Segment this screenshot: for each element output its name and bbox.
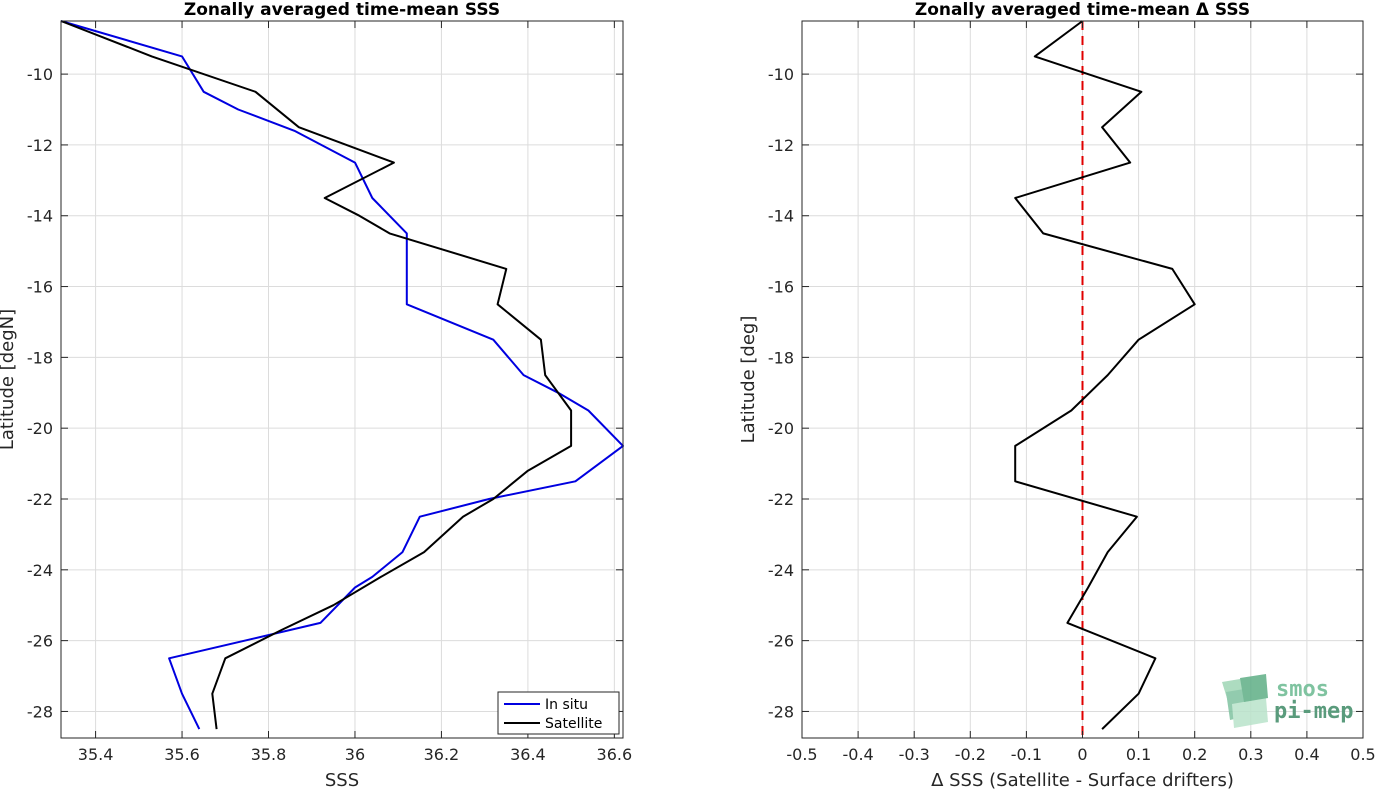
- x-tick-label: 36.4: [510, 745, 546, 764]
- y-tick-label: -14: [768, 207, 794, 226]
- series-line-delta-sss: [1014, 20, 1196, 730]
- x-tick-label: 35.4: [78, 745, 114, 764]
- x-tick-label: 0.3: [1238, 745, 1263, 764]
- logo-line2: pi-mep: [1274, 699, 1353, 724]
- y-axis-label: Latitude [deg]: [738, 316, 759, 444]
- x-tick-label: 35.6: [164, 745, 200, 764]
- series-line-satellite: [60, 20, 573, 730]
- x-tick-label: -0.5: [786, 745, 817, 764]
- y-tick-label: -12: [768, 136, 794, 155]
- y-tick-label: -10: [768, 65, 794, 84]
- x-tick-label: -0.3: [899, 745, 930, 764]
- y-tick-label: -22: [27, 490, 53, 509]
- y-tick-label: -18: [768, 348, 794, 367]
- x-tick-label: 36.2: [424, 745, 460, 764]
- x-tick-label: 0: [1077, 745, 1087, 764]
- y-tick-label: -24: [27, 561, 53, 580]
- chart-title: Zonally averaged time-mean Δ SSS: [915, 0, 1250, 20]
- y-tick-label: -26: [768, 632, 794, 651]
- x-axis-label: SSS: [325, 770, 359, 790]
- y-tick-label: -20: [27, 419, 53, 438]
- x-tick-label: -0.1: [1011, 745, 1042, 764]
- legend-box: [497, 691, 620, 735]
- x-tick-label: 0.1: [1126, 745, 1151, 764]
- x-tick-label: 35.8: [251, 745, 287, 764]
- x-tick-label: -0.2: [955, 745, 986, 764]
- axes-frame: [60, 20, 624, 739]
- y-tick-label: -26: [27, 632, 53, 651]
- y-tick-label: -10: [27, 65, 53, 84]
- plot-area: [61, 21, 623, 738]
- y-tick-label: -28: [768, 702, 794, 721]
- x-tick-label: -0.4: [842, 745, 873, 764]
- y-tick-label: -28: [27, 702, 53, 721]
- right-panel: -0.5 -0.4 -0.3 -0.2 -0.1 0 0.1 0.2 0.3 0.4 0.5 -10 -…: [738, 0, 1376, 790]
- y-tick-label: -22: [768, 490, 794, 509]
- x-tick-label: 36.6: [597, 745, 633, 764]
- smos-pi-mep-logo: smos pi-mep: [1222, 674, 1353, 728]
- logo-line1: smos: [1276, 677, 1329, 702]
- y-tick-label: -14: [27, 207, 53, 226]
- x-tick-label: 0.4: [1294, 745, 1319, 764]
- x-axis-label: Δ SSS (Satellite - Surface drifters): [931, 770, 1234, 790]
- left-panel: 35.4 35.6 35.8 36 36.2 36.4 36.6 -10 -12 -14 -16 -1…: [0, 0, 632, 790]
- chart-title: Zonally averaged time-mean SSS: [184, 0, 500, 20]
- logo-mark-icon: [1222, 674, 1268, 728]
- y-tick-label: -16: [27, 278, 53, 297]
- legend: In situ Satellite: [497, 691, 620, 735]
- series-line-in-situ: [60, 20, 624, 730]
- y-tick-label: -18: [27, 348, 53, 367]
- legend-entry: In situ: [545, 697, 588, 713]
- y-tick-label: -24: [768, 561, 794, 580]
- y-tick-label: -16: [768, 278, 794, 297]
- x-tick-label: 36: [345, 745, 365, 764]
- x-tick-label: 0.5: [1350, 745, 1375, 764]
- y-tick-label: -12: [27, 136, 53, 155]
- x-tick-label: 0.2: [1182, 745, 1207, 764]
- y-axis-label: Latitude [degN]: [0, 309, 18, 450]
- legend-entry: Satellite: [545, 716, 602, 732]
- y-tick-label: -20: [768, 419, 794, 438]
